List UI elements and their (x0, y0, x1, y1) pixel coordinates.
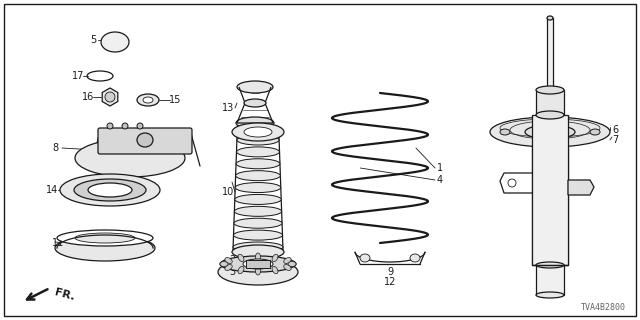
Ellipse shape (137, 94, 159, 106)
Text: FR.: FR. (53, 287, 76, 302)
Text: 7: 7 (612, 135, 618, 145)
Ellipse shape (74, 179, 146, 201)
Ellipse shape (238, 266, 244, 274)
Ellipse shape (237, 81, 273, 93)
Text: 9: 9 (387, 267, 393, 277)
Ellipse shape (547, 16, 553, 20)
Ellipse shape (237, 135, 279, 145)
Ellipse shape (237, 147, 280, 157)
Ellipse shape (218, 259, 298, 285)
Ellipse shape (284, 258, 291, 263)
Ellipse shape (225, 258, 232, 263)
Text: 17: 17 (72, 71, 84, 81)
Ellipse shape (288, 261, 296, 267)
Polygon shape (102, 88, 118, 106)
Ellipse shape (75, 233, 135, 243)
Text: 14: 14 (46, 185, 58, 195)
Text: 12: 12 (384, 277, 396, 287)
Text: 8: 8 (52, 143, 58, 153)
Ellipse shape (490, 117, 610, 147)
Ellipse shape (243, 259, 273, 269)
Text: 13: 13 (222, 103, 234, 113)
Ellipse shape (101, 32, 129, 52)
Ellipse shape (536, 86, 564, 94)
FancyBboxPatch shape (98, 128, 192, 154)
Ellipse shape (238, 254, 244, 262)
Ellipse shape (220, 261, 228, 267)
Text: 2: 2 (229, 255, 235, 265)
Ellipse shape (236, 182, 281, 193)
Text: 3: 3 (229, 267, 235, 277)
Ellipse shape (272, 266, 278, 274)
Ellipse shape (88, 183, 132, 197)
Ellipse shape (225, 265, 232, 270)
Text: 15: 15 (169, 95, 181, 105)
Ellipse shape (284, 265, 291, 270)
Polygon shape (532, 115, 568, 265)
Ellipse shape (57, 230, 153, 246)
Ellipse shape (272, 254, 278, 262)
Ellipse shape (590, 129, 600, 135)
Polygon shape (536, 90, 564, 115)
Ellipse shape (75, 139, 185, 177)
Ellipse shape (244, 127, 272, 137)
Ellipse shape (236, 159, 280, 169)
Ellipse shape (236, 117, 274, 129)
Text: 1: 1 (437, 163, 443, 173)
Ellipse shape (536, 111, 564, 119)
Polygon shape (568, 180, 594, 195)
Ellipse shape (235, 195, 281, 204)
Ellipse shape (107, 123, 113, 129)
Text: 6: 6 (612, 125, 618, 135)
Ellipse shape (255, 267, 260, 275)
Text: 16: 16 (82, 92, 94, 102)
Ellipse shape (234, 230, 282, 240)
Ellipse shape (360, 254, 370, 262)
Ellipse shape (60, 174, 160, 206)
Text: 4: 4 (437, 175, 443, 185)
Ellipse shape (536, 292, 564, 298)
Ellipse shape (536, 262, 564, 268)
Ellipse shape (525, 125, 575, 139)
Text: 10: 10 (222, 187, 234, 197)
Ellipse shape (232, 245, 284, 259)
Ellipse shape (508, 179, 516, 187)
Ellipse shape (234, 206, 282, 216)
Ellipse shape (122, 123, 128, 129)
Bar (246, 260, 270, 268)
Polygon shape (547, 18, 553, 90)
Text: TVA4B2800: TVA4B2800 (581, 303, 626, 313)
Ellipse shape (137, 133, 153, 147)
Ellipse shape (500, 129, 510, 135)
Ellipse shape (234, 218, 282, 228)
Ellipse shape (236, 171, 280, 181)
Text: 11: 11 (52, 238, 64, 248)
Ellipse shape (105, 92, 115, 102)
Ellipse shape (255, 253, 260, 261)
Ellipse shape (233, 242, 283, 252)
Ellipse shape (143, 97, 153, 103)
Text: 5: 5 (90, 35, 96, 45)
Ellipse shape (55, 235, 155, 261)
Polygon shape (536, 265, 564, 295)
Ellipse shape (220, 256, 296, 272)
Ellipse shape (410, 254, 420, 262)
Ellipse shape (232, 123, 284, 141)
Ellipse shape (137, 123, 143, 129)
Ellipse shape (244, 99, 266, 107)
